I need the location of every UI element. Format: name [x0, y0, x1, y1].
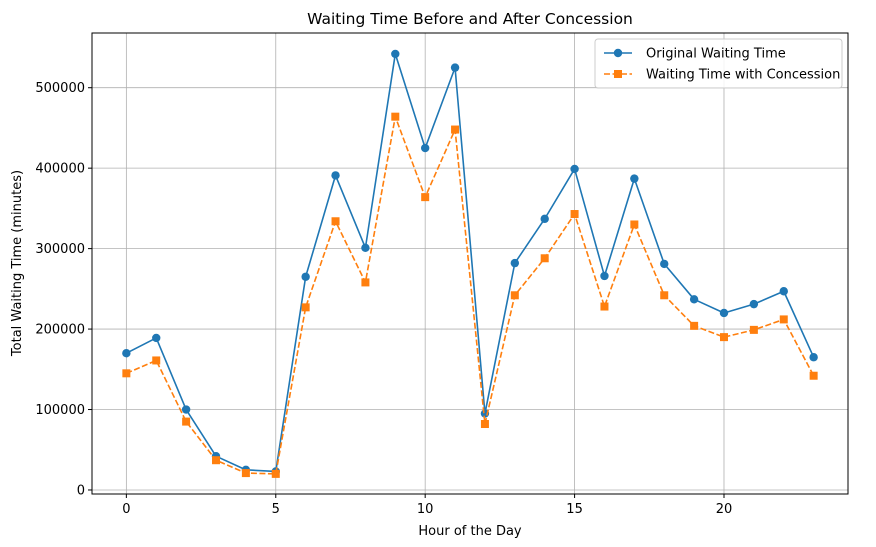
data-point: [809, 353, 818, 362]
data-point: [689, 295, 699, 304]
data-point: [779, 287, 788, 296]
data-point: [122, 349, 131, 358]
legend-marker: [614, 70, 622, 78]
x-tick-label: 5: [272, 502, 280, 517]
data-point: [510, 291, 519, 300]
y-tick-label: 100000: [35, 403, 85, 418]
plot-frame: [91, 32, 849, 495]
series-2: [122, 112, 818, 478]
data-point: [420, 143, 430, 153]
y-tick-label: 0: [77, 483, 85, 498]
data-point: [451, 125, 460, 134]
plot-series: [122, 49, 818, 478]
chart-title: Waiting Time Before and After Concession: [307, 10, 633, 28]
y-tick-label: 500000: [35, 81, 85, 96]
data-point: [152, 333, 161, 343]
legend-box: [594, 38, 843, 89]
data-point: [241, 469, 250, 478]
data-point: [540, 214, 549, 224]
data-point: [719, 308, 729, 318]
x-tick-label: 0: [122, 502, 130, 517]
data-point: [361, 278, 370, 287]
data-point: [301, 272, 310, 281]
data-point: [570, 210, 579, 219]
x-axis-label: Hour of the Day: [418, 524, 522, 539]
data-point: [510, 258, 520, 268]
data-point: [600, 302, 609, 311]
y-tick-label: 300000: [35, 242, 85, 257]
data-point: [600, 271, 609, 281]
series-line: [125, 53, 815, 473]
data-point: [660, 259, 669, 269]
series-line: [126, 115, 815, 475]
data-point: [540, 254, 549, 263]
data-point: [361, 243, 370, 253]
data-point: [480, 420, 489, 429]
data-point: [630, 220, 639, 229]
data-point: [391, 49, 400, 59]
data-point: [391, 112, 400, 121]
data-point: [331, 217, 340, 226]
data-point: [212, 456, 221, 465]
legend-label: Original Waiting Time: [646, 47, 786, 62]
data-point: [779, 315, 788, 324]
legend: Original Waiting Time Waiting Time with C…: [594, 38, 843, 89]
grid: [92, 33, 848, 494]
x-tick-label: 15: [566, 502, 583, 517]
data-point: [749, 299, 759, 309]
series-1: [122, 49, 818, 476]
legend-item-1: Original Waiting Time: [604, 47, 786, 62]
legend-item-2: Waiting Time with Concession: [604, 68, 840, 83]
data-point: [301, 303, 310, 312]
y-tick-label: 400000: [35, 162, 85, 177]
data-point: [152, 356, 161, 365]
data-point: [182, 417, 191, 426]
data-point: [630, 174, 639, 183]
data-point: [690, 321, 699, 330]
data-point: [570, 164, 579, 174]
data-point: [421, 193, 430, 202]
data-point: [271, 469, 280, 478]
x-tick-label: 20: [716, 502, 733, 517]
data-point: [660, 291, 669, 300]
data-point: [331, 171, 340, 180]
y-axis-label: Total Waiting Time (minutes): [10, 170, 25, 357]
data-point: [719, 333, 728, 342]
axis-ticks: 0 5 10 15 20 0 100000 200000 300000 400000 500000: [35, 81, 732, 517]
x-tick-label: 10: [417, 502, 434, 517]
legend-marker: [613, 48, 623, 58]
data-point: [450, 63, 460, 72]
y-tick-label: 200000: [35, 323, 85, 338]
data-point: [749, 325, 758, 334]
data-point: [809, 371, 818, 380]
data-point: [181, 405, 191, 414]
legend-label: Waiting Time with Concession: [646, 68, 840, 83]
data-point: [122, 369, 131, 378]
